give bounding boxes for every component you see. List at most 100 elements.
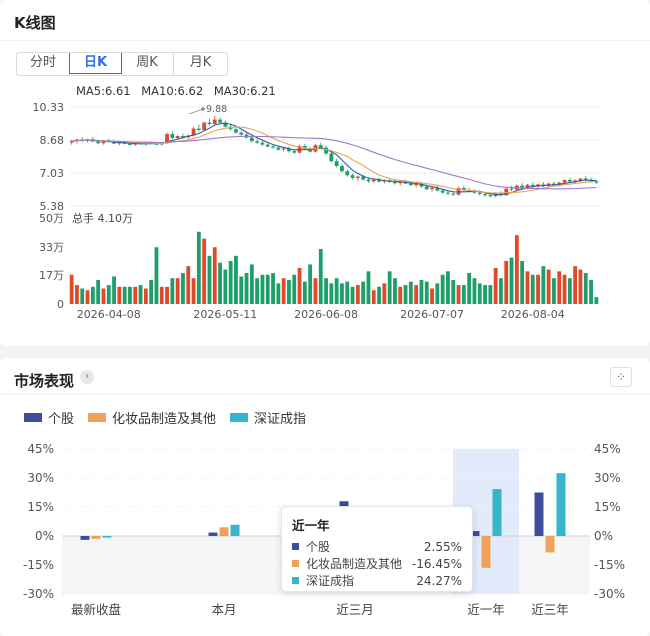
candle-body[interactable]: [249, 137, 254, 142]
candle-body[interactable]: [345, 171, 350, 176]
candle-body[interactable]: [255, 141, 260, 143]
candle-body[interactable]: [377, 179, 381, 182]
candle-body[interactable]: [101, 140, 106, 144]
candle-body[interactable]: [435, 187, 440, 191]
candle-body[interactable]: [483, 194, 487, 196]
candle-body[interactable]: [122, 142, 127, 144]
candle-body[interactable]: [573, 180, 578, 182]
candle-body[interactable]: [430, 187, 434, 190]
tab-monthly-k[interactable]: 月K: [189, 55, 212, 70]
tab-weekly-k[interactable]: 周K: [121, 53, 174, 75]
volume-bar: [419, 279, 424, 304]
candle-body[interactable]: [552, 183, 556, 185]
candle-body[interactable]: [202, 122, 207, 130]
candle-body[interactable]: [170, 134, 175, 138]
volume-bar: [398, 286, 403, 304]
candle-body[interactable]: [398, 181, 403, 184]
candle-body[interactable]: [525, 184, 530, 188]
candle-body[interactable]: [165, 134, 169, 144]
tooltip-value-index: 24.27%: [416, 573, 462, 588]
candle-body[interactable]: [408, 183, 413, 186]
tab-daily-k[interactable]: 日K: [69, 53, 122, 74]
volume-bar: [186, 266, 191, 304]
candle-body[interactable]: [530, 184, 535, 187]
candle-body[interactable]: [281, 148, 286, 150]
candle-body[interactable]: [318, 145, 323, 148]
volume-tick-label: 17万: [39, 269, 64, 282]
candle-body[interactable]: [446, 192, 450, 194]
volume-bar: [96, 279, 101, 304]
candle-body[interactable]: [451, 193, 456, 195]
volume-bar: [382, 283, 387, 304]
candle-body[interactable]: [175, 136, 180, 138]
legend-item-index[interactable]: 深证成指: [230, 408, 306, 427]
candle-body[interactable]: [292, 151, 297, 153]
candle-body[interactable]: [276, 147, 281, 150]
candle-body[interactable]: [234, 129, 238, 133]
candle-body[interactable]: [324, 147, 328, 154]
candle-body[interactable]: [366, 179, 371, 182]
candle-body[interactable]: [350, 175, 355, 178]
expand-icon[interactable]: ⁘: [610, 367, 632, 387]
candle-body[interactable]: [456, 188, 461, 195]
tooltip-dot-industry: [292, 560, 299, 567]
legend-item-stock[interactable]: 个股: [24, 408, 74, 427]
candle-body[interactable]: [541, 184, 546, 186]
volume-bar: [85, 290, 90, 304]
candle-body[interactable]: [96, 141, 101, 144]
candle-body[interactable]: [191, 128, 196, 136]
candle-body[interactable]: [223, 122, 228, 127]
candle-body[interactable]: [583, 178, 588, 180]
candle-body[interactable]: [472, 191, 477, 193]
candle-body[interactable]: [520, 185, 525, 188]
date-tick-label: 2026-08-04: [501, 308, 565, 321]
candle-body[interactable]: [69, 141, 74, 143]
candle-body[interactable]: [181, 136, 185, 138]
volume-bar: [281, 278, 286, 304]
legend-label-industry: 化妆品制造及其他: [112, 412, 217, 427]
legend-item-industry[interactable]: 化妆品制造及其他: [88, 408, 216, 427]
volume-bar: [552, 278, 556, 304]
candle-body[interactable]: [419, 184, 424, 187]
candle-body[interactable]: [334, 161, 339, 166]
candle-body[interactable]: [477, 192, 482, 194]
candle-body[interactable]: [567, 180, 572, 182]
candle-body[interactable]: [239, 132, 244, 135]
volume-bar: [461, 285, 466, 304]
candle-body[interactable]: [461, 188, 466, 190]
candle-body[interactable]: [128, 144, 132, 145]
candle-body[interactable]: [207, 122, 212, 124]
candle-body[interactable]: [218, 119, 222, 123]
candle-body[interactable]: [371, 179, 376, 182]
candle-body[interactable]: [509, 188, 514, 190]
candle-body[interactable]: [562, 180, 567, 183]
volume-bar: [366, 271, 371, 304]
max-marker-dot: [201, 107, 205, 111]
candle-body[interactable]: [414, 184, 419, 186]
candle-body[interactable]: [287, 148, 291, 152]
volume-bar: [340, 283, 344, 304]
candle-body[interactable]: [424, 186, 429, 190]
kline-chart[interactable]: 10.33 8.68 7.03 5.38 9.88 总手 4.10万 50万 33万 17…: [0, 0, 650, 346]
candle-body[interactable]: [212, 119, 217, 124]
candle-body[interactable]: [260, 142, 265, 145]
period-tabs: 分时 日K 周K 月K: [16, 52, 228, 76]
candle-body[interactable]: [578, 178, 583, 181]
candle-body[interactable]: [557, 182, 562, 185]
volume-bar: [557, 271, 562, 304]
candle-body[interactable]: [355, 176, 360, 178]
candle-body[interactable]: [504, 188, 509, 196]
candle-body[interactable]: [112, 142, 116, 144]
candle-body[interactable]: [340, 166, 344, 172]
candle-body[interactable]: [265, 144, 270, 147]
candle-body[interactable]: [361, 176, 366, 180]
candle-body[interactable]: [196, 128, 201, 130]
candle-body[interactable]: [393, 182, 397, 184]
candle-body[interactable]: [329, 153, 334, 162]
ma5-line: [71, 122, 597, 196]
candle-body[interactable]: [117, 142, 122, 144]
candle-body[interactable]: [271, 146, 275, 148]
chevron-right-icon[interactable]: ›: [80, 370, 94, 384]
candle-body[interactable]: [488, 195, 493, 197]
candle-body[interactable]: [440, 190, 445, 193]
